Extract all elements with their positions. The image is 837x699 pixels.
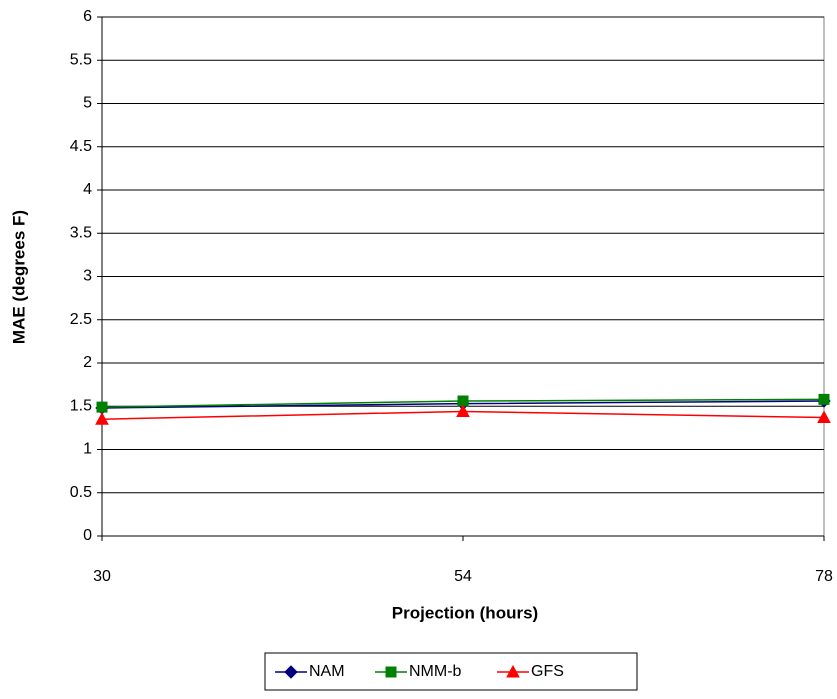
data-point — [96, 401, 108, 413]
y-tick-label: 3 — [83, 268, 92, 285]
legend-label: NMM-b — [409, 663, 462, 680]
data-point — [818, 393, 830, 405]
y-tick-label: 1.5 — [70, 397, 92, 414]
y-tick-label: 1 — [83, 441, 92, 458]
legend-box — [264, 652, 638, 691]
y-tick-label: 2.5 — [70, 311, 92, 328]
data-point — [817, 410, 831, 423]
y-tick-label: 0.5 — [70, 484, 92, 501]
y-tick-label: 6 — [83, 8, 92, 25]
y-axis-title: MAE (degrees F) — [9, 210, 28, 344]
x-axis-title: Projection (hours) — [392, 603, 538, 622]
y-tick-label: 4 — [83, 181, 92, 198]
x-tick-label: 30 — [93, 568, 111, 585]
data-point — [456, 404, 470, 417]
data-point — [95, 412, 109, 425]
legend-marker — [385, 666, 397, 678]
legend-marker — [284, 665, 298, 679]
data-point — [457, 395, 469, 407]
x-tick-label: 54 — [454, 568, 472, 585]
y-tick-label: 3.5 — [70, 224, 92, 241]
y-tick-label: 5.5 — [70, 51, 92, 68]
y-tick-label: 5 — [83, 95, 92, 112]
y-tick-label: 4.5 — [70, 138, 92, 155]
y-tick-label: 2 — [83, 354, 92, 371]
legend-marker — [506, 664, 520, 678]
legend-label: NAM — [309, 663, 345, 680]
x-tick-label: 78 — [815, 568, 833, 585]
y-tick-label: 0 — [83, 527, 92, 544]
legend-label: GFS — [531, 663, 564, 680]
